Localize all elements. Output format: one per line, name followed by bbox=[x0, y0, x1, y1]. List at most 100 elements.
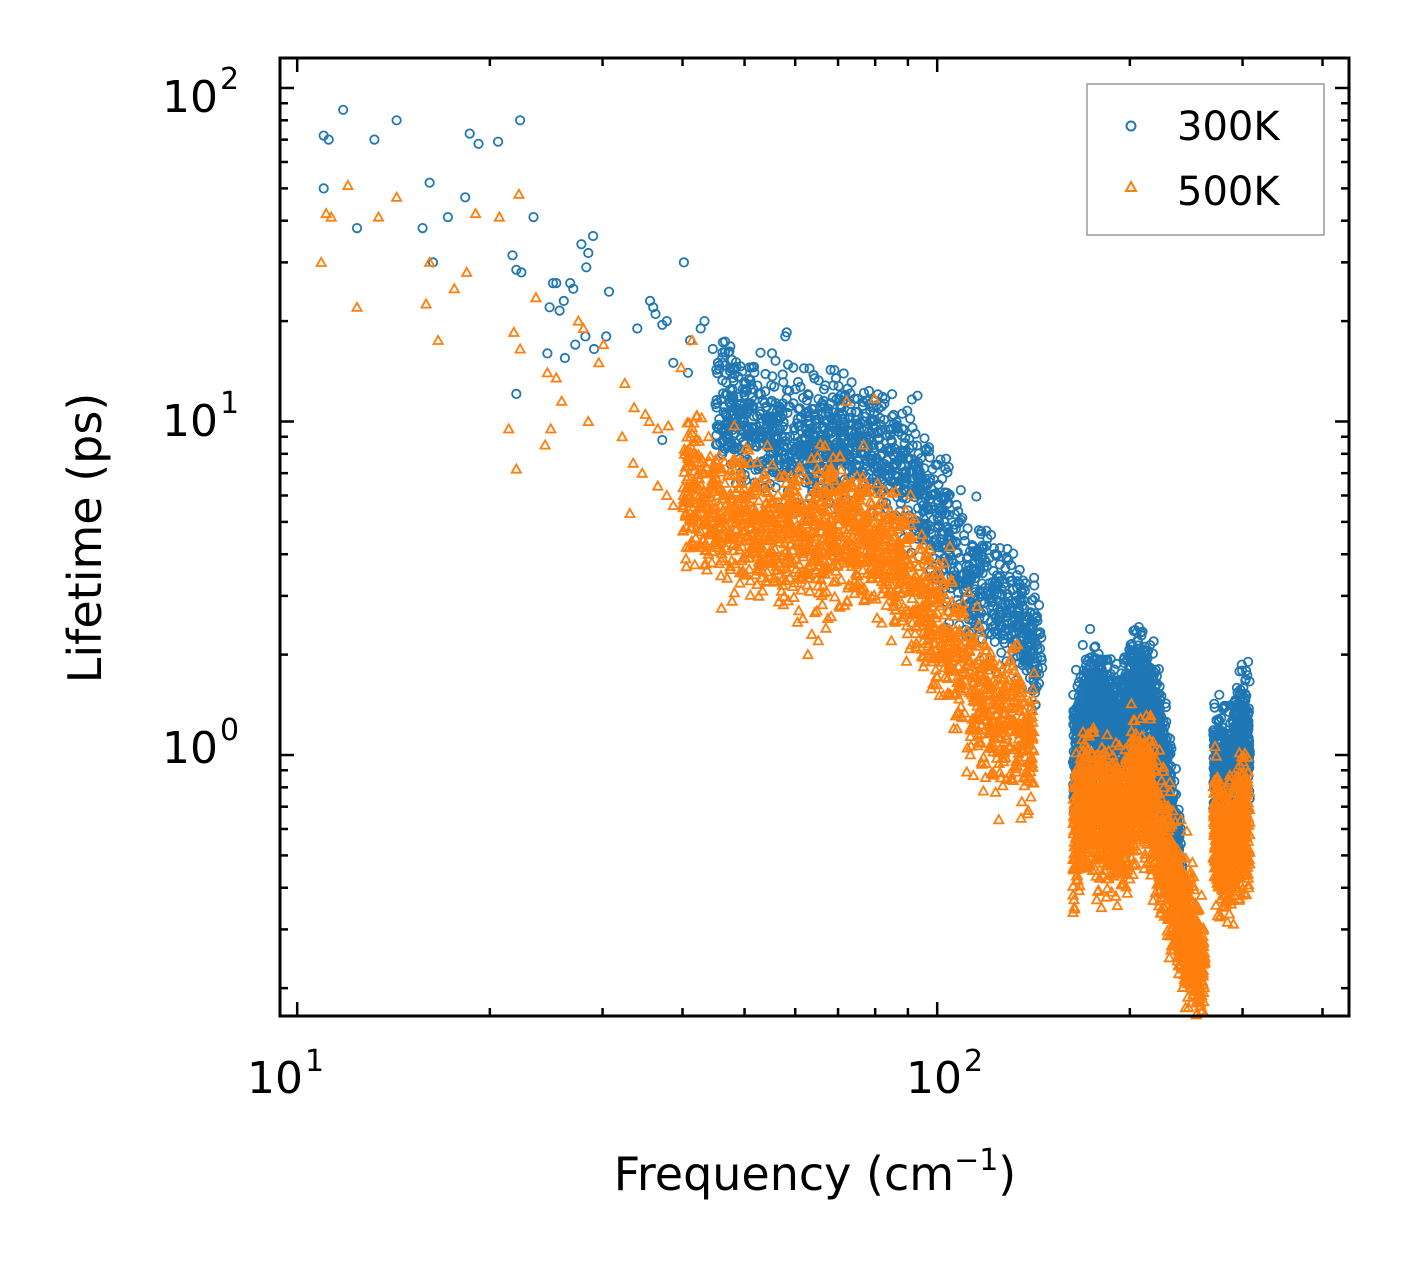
data-point-300k bbox=[891, 459, 902, 470]
data-point-300k bbox=[932, 539, 943, 550]
data-point-300k bbox=[1156, 690, 1167, 702]
data-point-300k bbox=[936, 507, 948, 519]
data-point-300k bbox=[1029, 572, 1040, 583]
data-point-300k bbox=[1036, 655, 1047, 666]
data-point-300k bbox=[1142, 666, 1154, 678]
data-point-300k bbox=[754, 408, 766, 420]
data-point-300k bbox=[712, 357, 724, 368]
data-point-300k bbox=[922, 504, 933, 515]
data-point-300k bbox=[980, 588, 991, 599]
data-point-300k bbox=[749, 367, 760, 378]
data-point-300k bbox=[1080, 654, 1091, 665]
data-point-300k bbox=[1034, 599, 1045, 611]
data-point-300k bbox=[852, 420, 863, 431]
data-point-300k bbox=[813, 375, 824, 386]
data-point-300k bbox=[975, 528, 987, 540]
data-point-300k bbox=[980, 582, 991, 593]
data-point-300k bbox=[949, 509, 960, 520]
data-point-300k bbox=[838, 368, 849, 379]
data-point-300k bbox=[795, 381, 806, 392]
data-point-300k bbox=[1000, 563, 1011, 574]
data-point-300k bbox=[748, 411, 759, 422]
data-point-300k bbox=[880, 430, 891, 441]
data-point-300k bbox=[739, 377, 750, 388]
data-point-300k bbox=[1165, 733, 1176, 744]
data-point-300k bbox=[788, 398, 799, 409]
data-point-300k bbox=[770, 482, 781, 493]
data-point-300k bbox=[851, 448, 862, 459]
data-point-300k bbox=[938, 495, 949, 506]
data-point-300k bbox=[761, 401, 773, 412]
data-point-300k bbox=[871, 400, 882, 411]
data-point-300k bbox=[743, 404, 755, 415]
data-point-300k bbox=[1126, 679, 1138, 690]
data-point-300k bbox=[763, 413, 774, 424]
data-point-300k bbox=[1029, 592, 1041, 603]
data-point-300k bbox=[1139, 641, 1151, 652]
data-point-300k bbox=[941, 521, 952, 533]
data-point-300k bbox=[1148, 636, 1159, 647]
data-point-300k bbox=[1002, 588, 1013, 599]
data-point-300k bbox=[803, 390, 814, 401]
data-point-300k bbox=[786, 459, 797, 471]
data-point-300k bbox=[1022, 650, 1033, 661]
data-point-300k bbox=[1028, 643, 1039, 654]
data-point-300k bbox=[734, 444, 746, 455]
data-point-300k bbox=[1071, 664, 1082, 676]
data-point-300k bbox=[834, 393, 845, 404]
data-point-300k bbox=[720, 408, 731, 419]
data-point-300k bbox=[1071, 712, 1082, 723]
data-point-300k bbox=[788, 362, 799, 373]
plot-points bbox=[315, 104, 1256, 1020]
data-point-300k bbox=[1133, 640, 1144, 651]
data-point-300k bbox=[1136, 669, 1147, 681]
data-point-300k bbox=[846, 406, 857, 417]
data-point-300k bbox=[1132, 636, 1144, 647]
data-point-300k bbox=[799, 443, 810, 455]
data-point-300k bbox=[730, 357, 742, 368]
data-point-300k bbox=[1218, 703, 1229, 714]
data-point-300k bbox=[921, 478, 932, 489]
data-point-300k bbox=[1096, 663, 1107, 675]
data-point-300k bbox=[810, 470, 821, 481]
data-point-300k bbox=[869, 414, 880, 425]
data-point-300k bbox=[991, 576, 1002, 587]
data-point-300k bbox=[990, 619, 1001, 631]
data-point-300k bbox=[767, 425, 778, 436]
data-point-300k bbox=[1085, 623, 1096, 635]
data-point-300k bbox=[1096, 667, 1107, 679]
data-point-300k bbox=[1108, 682, 1119, 694]
data-point-300k bbox=[946, 555, 957, 566]
data-point-300k bbox=[867, 440, 879, 451]
data-point-300k bbox=[1016, 587, 1028, 599]
data-point-300k bbox=[879, 393, 891, 404]
data-point-300k bbox=[1033, 678, 1045, 689]
data-point-300k bbox=[955, 514, 967, 526]
data-point-300k bbox=[874, 412, 886, 424]
data-point-300k bbox=[1123, 679, 1134, 690]
data-point-300k bbox=[813, 413, 824, 425]
data-point-300k bbox=[912, 502, 924, 514]
data-point-300k bbox=[1090, 641, 1101, 652]
data-point-300k bbox=[988, 565, 999, 577]
data-point-300k bbox=[712, 423, 724, 434]
data-point-300k bbox=[794, 403, 805, 414]
data-point-300k bbox=[851, 406, 862, 417]
data-point-300k bbox=[975, 591, 986, 602]
data-point-300k bbox=[1014, 564, 1025, 576]
data-point-300k bbox=[777, 369, 788, 380]
data-point-300k bbox=[865, 406, 876, 417]
data-point-300k bbox=[1124, 649, 1135, 661]
data-point-300k bbox=[864, 398, 875, 410]
data-point-300k bbox=[746, 362, 758, 373]
data-point-300k bbox=[868, 462, 879, 473]
data-point-300k bbox=[973, 549, 984, 560]
data-point-300k bbox=[1122, 656, 1133, 667]
data-point-300k bbox=[772, 431, 783, 442]
data-point-300k bbox=[888, 418, 899, 429]
data-point-300k bbox=[820, 380, 831, 391]
data-point-300k bbox=[1025, 638, 1037, 649]
data-point-300k bbox=[1138, 682, 1149, 693]
data-point-300k bbox=[799, 433, 810, 444]
